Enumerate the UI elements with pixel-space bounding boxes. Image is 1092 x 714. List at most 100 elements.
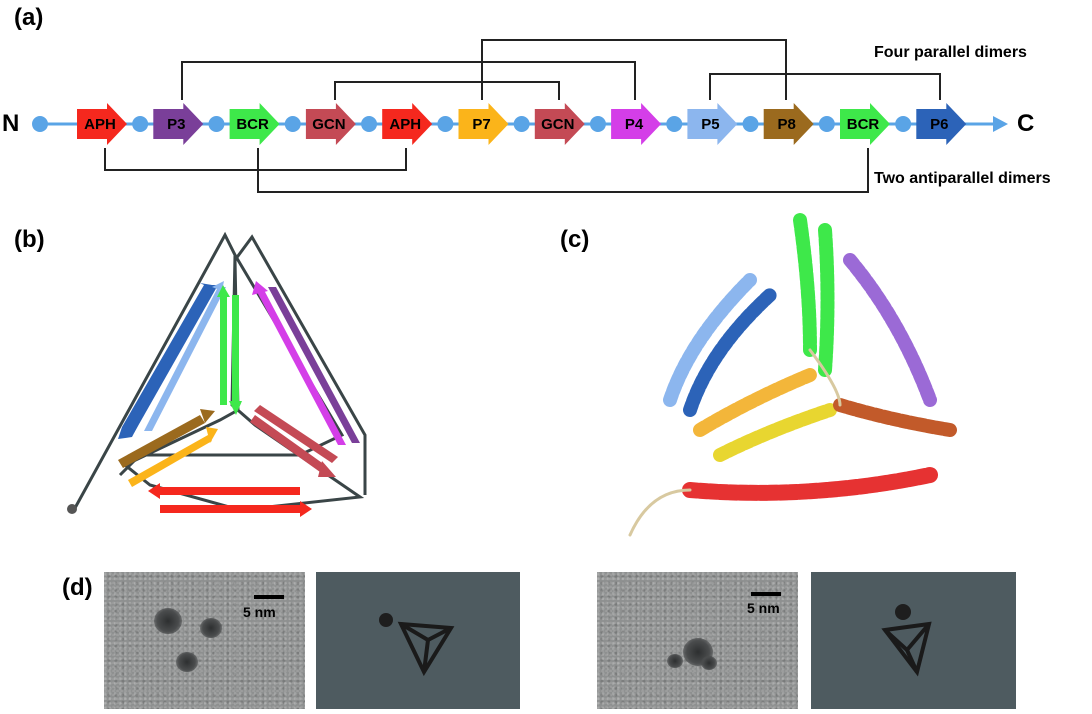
- dimer-connectors: [104, 39, 941, 193]
- topology-strands: [118, 281, 360, 517]
- scale-label-right: 5 nm: [747, 600, 780, 616]
- segment-label: P4: [625, 116, 644, 133]
- model-image-right: [811, 572, 1016, 709]
- strand-bcr-b: [232, 295, 239, 405]
- segment-arrow: [305, 103, 356, 145]
- strand-p8: [118, 415, 205, 468]
- tem-image-right: 5 nm: [597, 572, 798, 709]
- linker-dot: [589, 116, 606, 132]
- segment-label: P7: [472, 116, 490, 133]
- helix-p7: [693, 368, 817, 437]
- model-image-left: [316, 572, 520, 709]
- segment-arrow: [916, 103, 967, 145]
- segment-p6-12: P6: [916, 103, 967, 145]
- backbone-arrowhead: [993, 116, 1008, 132]
- panel-label-c: (c): [560, 226, 590, 253]
- segment-label: GCN: [312, 116, 345, 133]
- segment-arrow: [77, 103, 127, 145]
- segment-label: P5: [701, 116, 719, 133]
- n-terminus-label: N: [2, 110, 20, 137]
- segment-aph-1: APH: [77, 103, 127, 145]
- strand-p7: [128, 435, 212, 487]
- linker-dot: [284, 116, 301, 132]
- strand-p5: [144, 287, 226, 431]
- two-antiparallel-dimers-note: Two antiparallel dimers: [874, 170, 1051, 187]
- linker-dot: [513, 116, 530, 132]
- helix-gcn: [833, 398, 957, 437]
- strand-gcn-b: [254, 405, 338, 463]
- segment-p8-10: P8: [763, 103, 814, 145]
- connector-gcn-gcn: [334, 81, 560, 100]
- segment-arrow: [840, 103, 890, 145]
- segment-bcr-3: BCR: [229, 103, 280, 145]
- sequence-schematic: APH P3 BCR GCN APH P7 GCN P4 P5 P8 BCR P6: [32, 39, 1008, 193]
- helices: [628, 213, 957, 537]
- strand-gcn-a: [250, 415, 325, 472]
- segment-arrows: APH P3 BCR GCN APH P7 GCN P4 P5 P8 BCR P6: [77, 103, 967, 145]
- strand-aph-a: [160, 487, 300, 495]
- segment-arrow: [153, 103, 204, 145]
- scale-bar-right: [751, 592, 781, 596]
- helix-bcr-b: [818, 223, 835, 377]
- segment-p4-8: P4: [611, 103, 662, 145]
- segment-gcn-7: GCN: [534, 103, 585, 145]
- connector-p5-p6: [709, 73, 941, 100]
- segment-arrow: [763, 103, 814, 145]
- panel-label-d: (d): [62, 574, 93, 601]
- segment-arrow: [458, 103, 509, 145]
- helix-aph: [682, 467, 938, 501]
- segment-p3-2: P3: [153, 103, 204, 145]
- c-terminus-label: C: [1017, 110, 1035, 137]
- linker-dots: [32, 116, 912, 132]
- linker-dot: [361, 116, 378, 132]
- helix-bcr-a: [793, 213, 817, 357]
- linker-dot: [742, 116, 759, 132]
- segment-p5-9: P5: [687, 103, 738, 145]
- connector-bcr-bcr: [257, 148, 869, 193]
- loop-n: [628, 488, 692, 537]
- helix-p3-p4: [843, 253, 937, 407]
- panel-label-b: (b): [14, 226, 45, 253]
- helix-p6: [683, 288, 777, 417]
- segment-label: APH: [84, 116, 116, 133]
- segment-label: GCN: [541, 116, 574, 133]
- topology-schematic: [67, 231, 367, 517]
- segment-arrow: [687, 103, 738, 145]
- linker-dot: [895, 116, 912, 132]
- helix-p5: [663, 273, 757, 407]
- linker-dot: [132, 116, 149, 132]
- scale-label-left: 5 nm: [243, 604, 276, 620]
- loop-mid: [808, 348, 842, 407]
- strand-bcr-a: [220, 295, 227, 405]
- n-terminus-dot: [67, 504, 77, 514]
- segment-label: P6: [930, 116, 948, 133]
- four-parallel-dimers-note: Four parallel dimers: [874, 44, 1027, 61]
- linker-dot: [437, 116, 454, 132]
- segment-label: P8: [778, 116, 796, 133]
- segment-label: APH: [389, 116, 421, 133]
- segment-gcn-4: GCN: [305, 103, 356, 145]
- segment-p7-6: P7: [458, 103, 509, 145]
- segment-arrow: [382, 103, 433, 145]
- connector-p7-p8: [481, 39, 787, 100]
- segment-label: P3: [167, 116, 185, 133]
- segment-bcr-11: BCR: [840, 103, 890, 145]
- linker-dot: [32, 116, 48, 132]
- linker-dot: [208, 116, 225, 132]
- scale-bar-left: [254, 595, 284, 599]
- strand-p3: [268, 287, 360, 443]
- strand-p4: [256, 290, 346, 445]
- ribbon-structure: [628, 213, 957, 537]
- connector-p3-p4: [181, 61, 636, 100]
- linker-dot: [666, 116, 683, 132]
- panel-label-a: (a): [14, 4, 44, 31]
- segment-arrow: [229, 103, 280, 145]
- tem-image-left: 5 nm: [104, 572, 305, 709]
- connector-aph-aph: [104, 148, 407, 171]
- segment-label: BCR: [236, 116, 269, 133]
- strand-aph-b: [160, 505, 300, 513]
- segment-arrow: [534, 103, 585, 145]
- segment-arrow: [611, 103, 662, 145]
- segment-label: BCR: [847, 116, 880, 133]
